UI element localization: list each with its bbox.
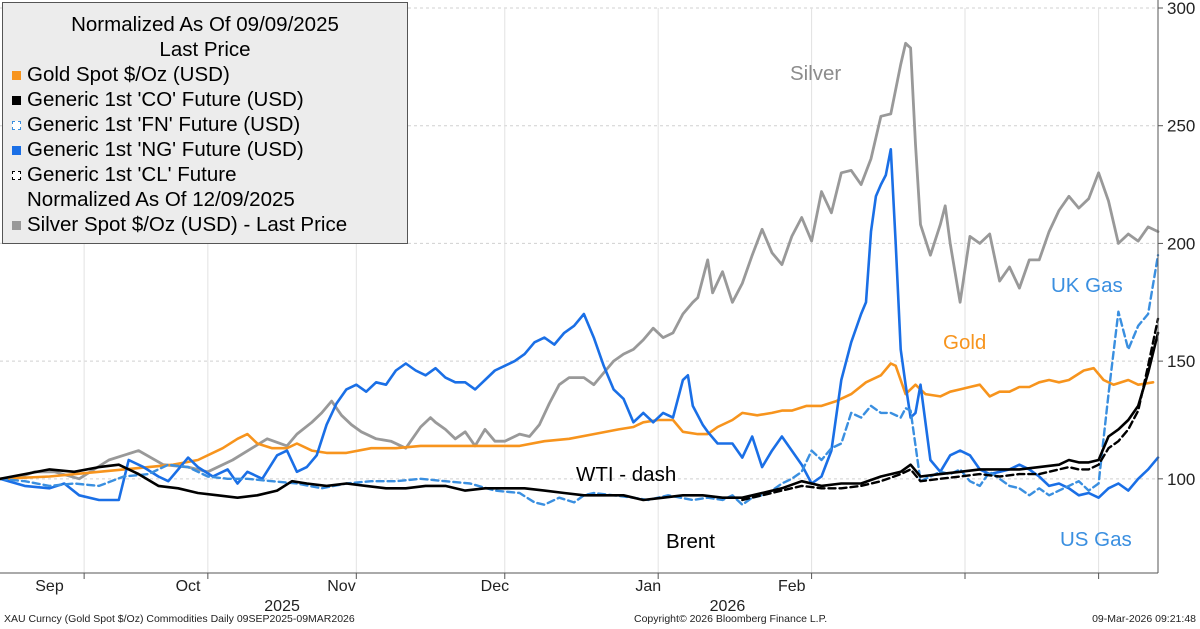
y-tick-label: 300 [1167,0,1195,18]
legend-note-wti: Normalized As Of 12/09/2025 [3,187,407,212]
series-group [0,41,1160,506]
legend-label: Silver Spot $/Oz (USD) - Last Price [27,213,348,236]
legend-label: Generic 1st 'NG' Future (USD) [27,138,304,161]
legend-swatch-uk-gas [12,121,21,130]
legend-swatch-gold [12,71,21,80]
legend-label: Generic 1st 'FN' Future (USD) [27,113,301,136]
legend-item-uk-gas[interactable]: Generic 1st 'FN' Future (USD) [3,112,407,137]
x-tick-label: Jan [635,578,661,595]
x-year-label: 2026 [710,598,746,615]
legend-note: Normalized As Of 12/09/2025 [27,188,295,211]
series-line-2 [0,148,1160,502]
legend-item-silver[interactable]: Silver Spot $/Oz (USD) - Last Price [3,212,407,237]
x-tick-label: Oct [176,578,201,595]
x-tick-label: Dec [481,578,509,595]
legend-item-wti[interactable]: Generic 1st 'CL' Future [3,162,407,187]
legend-item-gold[interactable]: Gold Spot $/Oz (USD) [3,62,407,87]
series-line-5 [741,317,1160,502]
legend: Normalized As Of 09/09/2025 Last Price G… [2,2,408,244]
legend-label: Generic 1st 'CO' Future (USD) [27,88,304,111]
annotation-label: Silver [790,62,841,85]
x-tick-label: Nov [327,578,355,595]
y-tick-label: 250 [1167,117,1195,136]
annotation-label: Gold [943,331,986,354]
annotation-label: WTI - dash [576,463,676,486]
footer-copyright: Copyright© 2026 Bloomberg Finance L.P. [634,613,828,625]
y-axis: 100 150 200 250 300 [1157,0,1195,573]
legend-subheader: Last Price [159,38,251,61]
annotation-label: Brent [666,530,715,553]
annotations: Silver Gold UK Gas WTI - dash Brent US Gas [576,62,1132,553]
x-axis: Sep Oct Nov Dec Jan Feb 2025 2026 [0,572,1158,615]
y-tick-label: 100 [1167,470,1195,489]
legend-item-us-gas[interactable]: Generic 1st 'NG' Future (USD) [3,137,407,162]
legend-label: Gold Spot $/Oz (USD) [27,63,230,86]
legend-swatch-us-gas [12,146,21,155]
x-tick-label: Sep [35,578,64,595]
y-tick-label: 150 [1167,352,1195,371]
series-line-4 [0,331,1160,502]
legend-swatch-silver [12,221,21,230]
annotation-label: US Gas [1060,528,1132,551]
legend-item-brent[interactable]: Generic 1st 'CO' Future (USD) [3,87,407,112]
x-tick-label: Feb [778,578,806,595]
annotation-label: UK Gas [1051,274,1123,297]
legend-label: Generic 1st 'CL' Future [27,163,237,186]
legend-swatch-brent [12,96,21,105]
series-line-1 [0,362,1155,481]
series-line-0 [0,41,1160,481]
footer-source: XAU Curncy (Gold Spot $/Oz) Commodities … [4,613,355,625]
y-tick-label: 200 [1167,234,1195,253]
legend-swatch-wti [12,171,21,180]
footer-timestamp: 09-Mar-2026 09:21:48 [1092,613,1196,625]
legend-header: Normalized As Of 09/09/2025 [71,13,339,36]
x-year-label: 2025 [264,598,300,615]
